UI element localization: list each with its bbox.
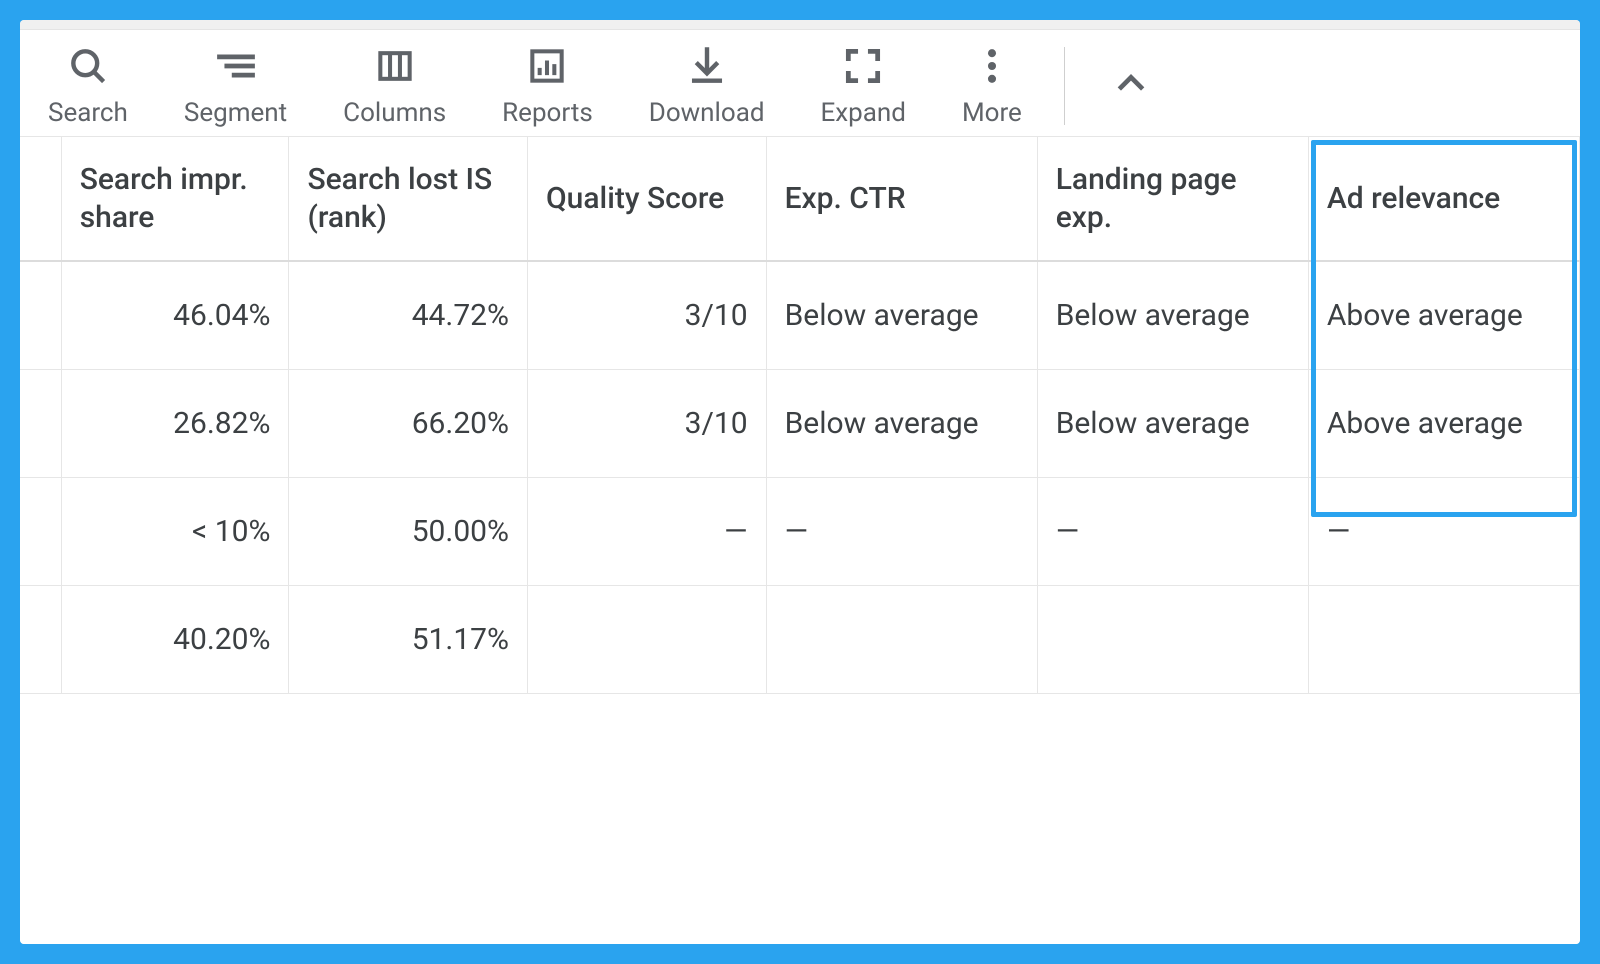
panel-top-strip xyxy=(20,20,1580,30)
col-header-quality[interactable]: Quality Score xyxy=(528,137,767,261)
toolbar-label: Search xyxy=(48,98,128,128)
reports-button[interactable]: Reports xyxy=(474,44,621,128)
cell-ad-rel: Above average xyxy=(1308,261,1579,370)
expand-icon xyxy=(841,44,885,88)
cell-quality: 3/10 xyxy=(528,261,767,370)
table-row: < 10% 50.00% — — — — xyxy=(20,478,1580,586)
table-row: 40.20% 51.17% xyxy=(20,586,1580,694)
toolbar-label: Download xyxy=(649,98,765,128)
table-row: 26.82% 66.20% 3/10 Below average Below a… xyxy=(20,370,1580,478)
cell-ad-rel: Above average xyxy=(1308,370,1579,478)
collapse-button[interactable] xyxy=(1079,64,1183,108)
toolbar-label: Expand xyxy=(821,98,906,128)
cell-exp-ctr xyxy=(766,586,1037,694)
cell-impr-share: 26.82% xyxy=(61,370,289,478)
cell-lost-is-rank: 51.17% xyxy=(289,586,528,694)
toolbar-label: More xyxy=(962,98,1022,128)
cell-ad-rel: — xyxy=(1308,478,1579,586)
download-button[interactable]: Download xyxy=(621,44,793,128)
more-button[interactable]: More xyxy=(934,44,1050,128)
cell-impr-share: < 10% xyxy=(61,478,289,586)
search-button[interactable]: Search xyxy=(20,44,156,128)
cell-quality: 3/10 xyxy=(528,370,767,478)
toolbar-label: Segment xyxy=(184,98,287,128)
segment-icon xyxy=(214,44,258,88)
cell-lp-exp: Below average xyxy=(1037,370,1308,478)
toolbar: Search Segment Columns Reports Download xyxy=(20,30,1580,137)
cell-impr-share: 40.20% xyxy=(61,586,289,694)
cell-exp-ctr: — xyxy=(766,478,1037,586)
cell-lost-is-rank: 44.72% xyxy=(289,261,528,370)
cell-lp-exp xyxy=(1037,586,1308,694)
col-header-exp-ctr[interactable]: Exp. CTR xyxy=(766,137,1037,261)
table-header-row: Search impr. share Search lost IS (rank)… xyxy=(20,137,1580,261)
cell-impr-share: 46.04% xyxy=(61,261,289,370)
spacer-cell xyxy=(20,478,61,586)
metrics-table: Search impr. share Search lost IS (rank)… xyxy=(20,137,1580,694)
cell-lost-is-rank: 50.00% xyxy=(289,478,528,586)
cell-lp-exp: — xyxy=(1037,478,1308,586)
columns-button[interactable]: Columns xyxy=(315,44,474,128)
spacer-cell xyxy=(20,370,61,478)
cell-lost-is-rank: 66.20% xyxy=(289,370,528,478)
cell-quality: — xyxy=(528,478,767,586)
spacer-cell xyxy=(20,586,61,694)
cell-exp-ctr: Below average xyxy=(766,370,1037,478)
cell-quality xyxy=(528,586,767,694)
col-header-lost-is-rank[interactable]: Search lost IS (rank) xyxy=(289,137,528,261)
cell-exp-ctr: Below average xyxy=(766,261,1037,370)
col-header-lp-exp[interactable]: Landing page exp. xyxy=(1037,137,1308,261)
more-icon xyxy=(970,44,1014,88)
col-header-ad-rel[interactable]: Ad relevance xyxy=(1308,137,1579,261)
ads-panel: Search Segment Columns Reports Download xyxy=(20,20,1580,944)
col-header-impr-share[interactable]: Search impr. share xyxy=(61,137,289,261)
download-icon xyxy=(685,44,729,88)
spacer-cell xyxy=(20,137,61,261)
spacer-cell xyxy=(20,261,61,370)
table-row: 46.04% 44.72% 3/10 Below average Below a… xyxy=(20,261,1580,370)
toolbar-label: Reports xyxy=(502,98,593,128)
table-body: 46.04% 44.72% 3/10 Below average Below a… xyxy=(20,261,1580,694)
segment-button[interactable]: Segment xyxy=(156,44,315,128)
cell-lp-exp: Below average xyxy=(1037,261,1308,370)
reports-icon xyxy=(525,44,569,88)
chevron-up-icon xyxy=(1111,64,1151,108)
table-container: Search impr. share Search lost IS (rank)… xyxy=(20,137,1580,944)
cell-ad-rel xyxy=(1308,586,1579,694)
columns-icon xyxy=(373,44,417,88)
expand-button[interactable]: Expand xyxy=(793,44,934,128)
search-icon xyxy=(66,44,110,88)
toolbar-separator xyxy=(1064,47,1065,125)
toolbar-label: Columns xyxy=(343,98,446,128)
